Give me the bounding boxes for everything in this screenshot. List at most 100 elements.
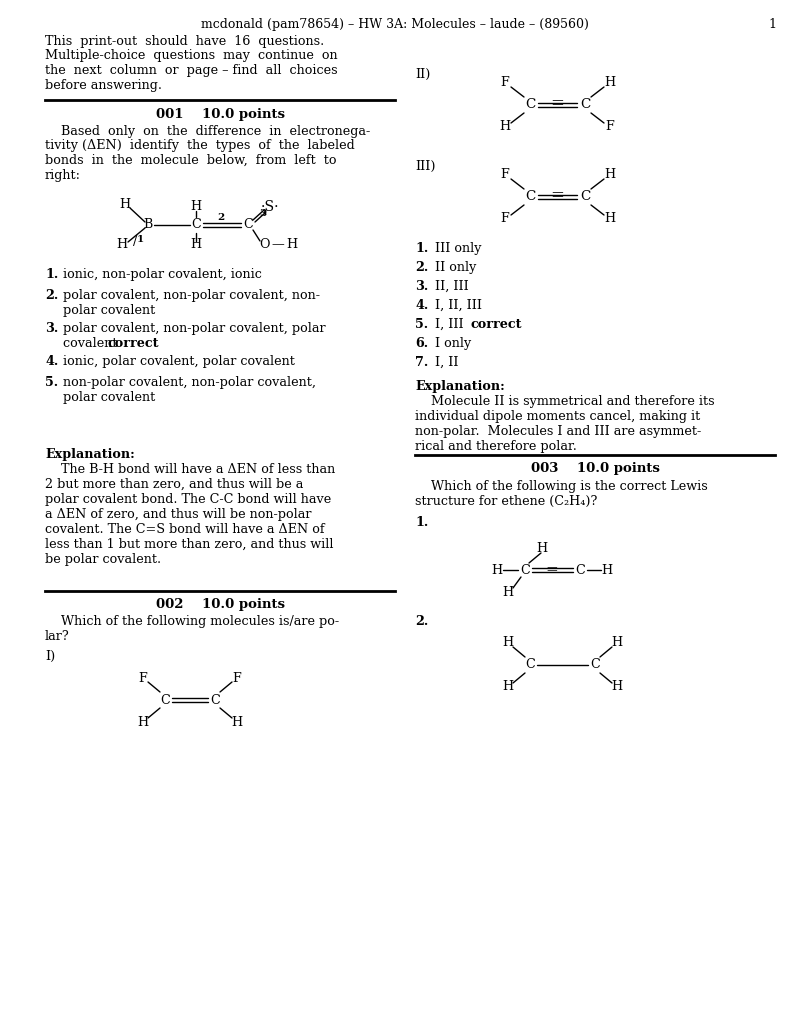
Text: 1.: 1. — [45, 268, 59, 281]
Text: H: H — [502, 681, 513, 693]
Text: F: F — [606, 121, 615, 133]
Text: H: H — [499, 121, 510, 133]
Text: right:: right: — [45, 169, 81, 181]
Text: tivity (ΔEN)  identify  the  types  of  the  labeled: tivity (ΔEN) identify the types of the l… — [45, 139, 354, 153]
Text: The B-H bond will have a ΔEN of less than: The B-H bond will have a ΔEN of less tha… — [45, 463, 335, 476]
Text: H: H — [604, 169, 615, 181]
Text: 5.: 5. — [415, 318, 428, 331]
Text: C: C — [524, 98, 536, 112]
Text: I): I) — [45, 650, 55, 663]
Text: Explanation:: Explanation: — [415, 380, 505, 393]
Text: correct: correct — [471, 318, 522, 331]
Text: non-polar covalent, non-polar covalent,: non-polar covalent, non-polar covalent, — [63, 376, 316, 389]
Text: Which of the following molecules is/are po-: Which of the following molecules is/are … — [45, 615, 339, 628]
Text: Based  only  on  the  difference  in  electronega-: Based only on the difference in electron… — [45, 125, 370, 138]
Text: be polar covalent.: be polar covalent. — [45, 553, 161, 566]
Text: H: H — [604, 77, 615, 89]
Text: H: H — [191, 201, 202, 213]
Text: 2 but more than zero, and thus will be a: 2 but more than zero, and thus will be a — [45, 478, 304, 490]
Text: 6.: 6. — [415, 337, 428, 350]
Text: I, II, III: I, II, III — [435, 299, 482, 312]
Text: H: H — [502, 586, 513, 598]
Text: H: H — [611, 681, 623, 693]
Text: 5.: 5. — [45, 376, 58, 389]
Text: 3.: 3. — [45, 322, 59, 335]
Text: structure for ethene (C₂H₄)?: structure for ethene (C₂H₄)? — [415, 495, 597, 508]
Text: 2: 2 — [218, 213, 225, 221]
Text: C: C — [210, 693, 220, 707]
Text: polar covalent, non-polar covalent, polar: polar covalent, non-polar covalent, pola… — [63, 322, 326, 335]
Text: 003    10.0 points: 003 10.0 points — [531, 462, 660, 475]
Text: polar covalent bond. The C-C bond will have: polar covalent bond. The C-C bond will h… — [45, 493, 331, 506]
Text: B: B — [143, 218, 153, 231]
Text: –: – — [558, 658, 566, 672]
Text: ·S·: ·S· — [261, 200, 279, 214]
Text: covalent. The C=S bond will have a ΔEN of: covalent. The C=S bond will have a ΔEN o… — [45, 523, 324, 536]
Text: the  next  column  or  page – find  all  choices: the next column or page – find all choic… — [45, 63, 338, 77]
Text: H: H — [536, 543, 547, 555]
Text: Explanation:: Explanation: — [45, 449, 134, 461]
Text: =: = — [546, 563, 558, 577]
Text: F: F — [233, 672, 241, 684]
Text: 7.: 7. — [415, 356, 428, 369]
Text: Multiple-choice  questions  may  continue  on: Multiple-choice questions may continue o… — [45, 49, 338, 62]
Text: H: H — [286, 239, 297, 252]
Text: =: = — [550, 95, 564, 113]
Text: individual dipole moments cancel, making it: individual dipole moments cancel, making… — [415, 410, 700, 423]
Text: 1.: 1. — [415, 242, 428, 255]
Text: I, II: I, II — [435, 356, 459, 369]
Text: mcdonald (pam78654) – HW 3A: Molecules – laude – (89560): mcdonald (pam78654) – HW 3A: Molecules –… — [201, 18, 589, 31]
Text: C: C — [524, 190, 536, 204]
Text: ionic, non-polar covalent, ionic: ionic, non-polar covalent, ionic — [63, 268, 262, 281]
Text: H: H — [502, 637, 513, 649]
Text: before answering.: before answering. — [45, 79, 162, 91]
Text: II, III: II, III — [435, 280, 469, 293]
Text: 2.: 2. — [415, 615, 428, 628]
Text: 1: 1 — [768, 18, 776, 31]
Text: polar covalent: polar covalent — [63, 391, 155, 404]
Text: 002    10.0 points: 002 10.0 points — [156, 598, 285, 611]
Text: I only: I only — [435, 337, 471, 350]
Text: =: = — [550, 187, 564, 205]
Text: Molecule II is symmetrical and therefore its: Molecule II is symmetrical and therefore… — [415, 395, 714, 408]
Text: polar covalent, non-polar covalent, non-: polar covalent, non-polar covalent, non- — [63, 289, 320, 302]
Text: 3.: 3. — [415, 280, 428, 293]
Text: I, III: I, III — [435, 318, 464, 331]
Text: This  print-out  should  have  16  questions.: This print-out should have 16 questions. — [45, 35, 324, 48]
Text: H: H — [191, 238, 202, 251]
Text: less than 1 but more than zero, and thus will: less than 1 but more than zero, and thus… — [45, 538, 334, 551]
Text: H: H — [601, 563, 612, 577]
Text: ionic, polar covalent, polar covalent: ionic, polar covalent, polar covalent — [63, 355, 295, 368]
Text: H: H — [491, 563, 502, 577]
Text: 2.: 2. — [45, 289, 59, 302]
Text: H: H — [232, 716, 243, 728]
Text: C: C — [580, 98, 590, 112]
Text: 2.: 2. — [415, 261, 428, 274]
Text: 3: 3 — [259, 209, 267, 217]
Text: H: H — [138, 716, 149, 728]
Text: 4.: 4. — [45, 355, 59, 368]
Text: polar covalent: polar covalent — [63, 304, 155, 317]
Text: H: H — [611, 637, 623, 649]
Text: C: C — [160, 693, 170, 707]
Text: C: C — [590, 658, 600, 672]
Text: rical and therefore polar.: rical and therefore polar. — [415, 440, 577, 453]
Text: II): II) — [415, 68, 430, 81]
Text: III only: III only — [435, 242, 482, 255]
Text: O: O — [259, 239, 271, 252]
Text: H: H — [116, 238, 127, 251]
Text: F: F — [138, 672, 147, 684]
Text: covalent: covalent — [63, 337, 122, 350]
Text: H: H — [119, 199, 131, 212]
Text: correct: correct — [108, 337, 160, 350]
Text: F: F — [501, 169, 509, 181]
Text: /: / — [133, 234, 137, 248]
Text: Which of the following is the correct Lewis: Which of the following is the correct Le… — [415, 480, 708, 493]
Text: lar?: lar? — [45, 630, 70, 643]
Text: non-polar.  Molecules I and III are asymmet-: non-polar. Molecules I and III are asymm… — [415, 425, 702, 438]
Text: C: C — [580, 190, 590, 204]
Text: —: — — [271, 239, 285, 252]
Text: C: C — [525, 658, 535, 672]
Text: III): III) — [415, 160, 436, 173]
Text: a ΔEN of zero, and thus will be non-polar: a ΔEN of zero, and thus will be non-pola… — [45, 508, 312, 521]
